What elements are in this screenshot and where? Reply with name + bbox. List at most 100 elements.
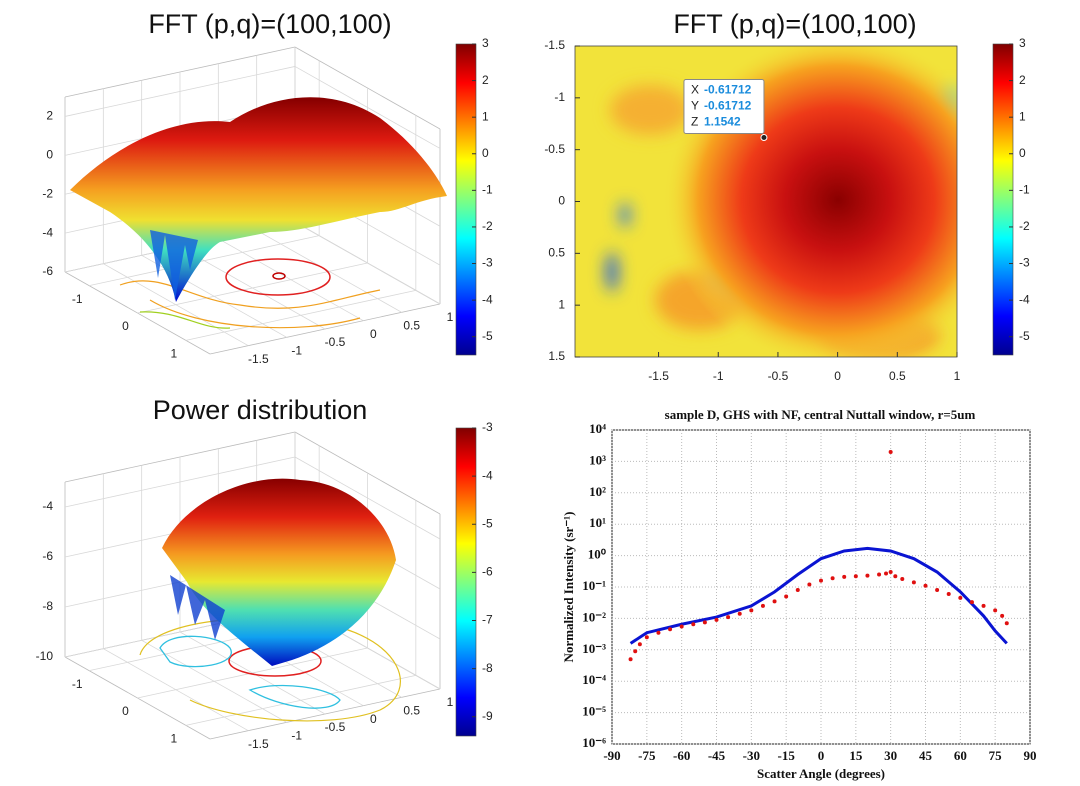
data-point [884, 571, 889, 576]
chart-title: sample D, GHS with NF, central Nuttall w… [665, 407, 976, 422]
grid-line [179, 246, 326, 330]
x-tick-label: 1 [170, 347, 177, 361]
colorbar-tick-label: -4 [482, 468, 493, 482]
y-tick-label: 10⁴ [589, 421, 606, 436]
data-point [726, 615, 731, 620]
colorbar-tick-label: -3 [482, 256, 493, 270]
x-tick-label: 0 [122, 319, 129, 333]
y-tick-label: 10⁻⁶ [582, 735, 606, 750]
y-tick-label: 0.5 [403, 319, 420, 333]
colorbar-tick-label: 0 [1019, 146, 1026, 160]
y-tick-label: 1.5 [548, 349, 565, 363]
x-tick-label: -1 [72, 677, 83, 691]
y-tick-label: 10² [589, 484, 606, 499]
colorbar-tick-label: -2 [1019, 219, 1030, 233]
x-tick-label: -0.5 [768, 369, 789, 383]
x-tick-label: 1 [954, 369, 961, 383]
colorbar-tick-label: -5 [1019, 329, 1030, 343]
colorbar-tick-label: 1 [1019, 109, 1026, 123]
y-tick-label: 1 [558, 297, 565, 311]
contour [139, 617, 401, 722]
data-point [637, 642, 642, 647]
data-point [958, 595, 963, 600]
z-tick-label: 0 [46, 148, 53, 162]
data-point [853, 574, 858, 579]
data-point [795, 588, 800, 593]
data-point [993, 608, 998, 613]
surface-spike [170, 575, 225, 640]
data-point [946, 591, 951, 596]
x-tick-label: 60 [954, 748, 967, 763]
heatmap-field [575, 46, 957, 357]
heatmap-blob [610, 85, 690, 135]
y-tick-label: -1 [291, 344, 302, 358]
datatip-label: Z [691, 115, 698, 129]
z-tick-label: -8 [42, 599, 53, 613]
data-point [679, 624, 684, 629]
y-tick-label: 1 [447, 310, 454, 324]
surface-spike [150, 230, 198, 300]
y-tick-label: 0.5 [548, 246, 565, 260]
z-tick-label: -2 [42, 186, 53, 200]
y-tick-label: 10³ [589, 452, 606, 467]
x-tick-label: 0 [122, 704, 129, 718]
data-point [893, 574, 898, 579]
y-tick-label: 10⁻¹ [582, 578, 606, 593]
y-axis-label: Normalized Intensity (sr⁻¹) [561, 512, 576, 663]
chart-title: FFT (p,q)=(100,100) [673, 9, 916, 39]
data-point [668, 627, 673, 632]
y-tick-label: -1.5 [248, 737, 269, 751]
heatmap-blob [606, 252, 618, 292]
z-tick-label: -6 [42, 549, 53, 563]
data-point [935, 588, 940, 593]
data-point [772, 599, 777, 604]
data-point [691, 622, 696, 627]
grid-line [141, 639, 287, 723]
data-point [865, 573, 870, 578]
y-tick-label: 10⁻² [582, 609, 606, 624]
x-tick-label: -90 [603, 748, 620, 763]
grid-line [179, 631, 326, 715]
y-tick-label: 0 [370, 327, 377, 341]
data-point [737, 611, 742, 616]
surface-decoration [70, 46, 957, 722]
datatip-value: 1.1542 [704, 115, 741, 129]
contour [159, 635, 341, 709]
colorbar-tick-label: -2 [482, 219, 493, 233]
data-point [888, 449, 893, 454]
data-point [714, 617, 719, 622]
surface [162, 478, 396, 666]
colorbar-tick-label: -1 [482, 183, 493, 197]
y-tick-label: 0.5 [403, 704, 420, 718]
data-point [807, 582, 812, 587]
grid-line [103, 648, 249, 732]
data-point [923, 583, 928, 588]
data-point [749, 608, 754, 613]
colorbar-tick-label: 2 [482, 73, 489, 87]
x-tick-label: -60 [673, 748, 690, 763]
x-tick-label: 75 [989, 748, 1003, 763]
y-tick-label: -1 [554, 90, 565, 104]
datatip-box [683, 79, 765, 135]
y-tick-label: -0.5 [325, 720, 346, 734]
x-axis-label: Scatter Angle (degrees) [757, 766, 885, 781]
heatmap-blob [620, 203, 630, 227]
colorbar-tick-label: -7 [482, 613, 493, 627]
z-tick-label: -10 [36, 649, 54, 663]
data-point [911, 580, 916, 585]
y-tick-label: 10¹ [589, 515, 606, 530]
colorbar-tick-label: 0 [482, 146, 489, 160]
y-tick-label: 10⁻³ [582, 641, 606, 656]
x-tick-label: 30 [884, 748, 897, 763]
grid-line [103, 263, 249, 347]
y-tick-label: 10⁻⁴ [582, 672, 606, 687]
contour [272, 272, 286, 280]
data-point [656, 630, 661, 635]
chart-title: FFT (p,q)=(100,100) [148, 9, 391, 39]
x-tick-label: 0.5 [889, 369, 906, 383]
colorbar-tick-label: -3 [482, 420, 493, 434]
data-point [1000, 613, 1005, 618]
y-tick-label: 0 [558, 194, 565, 208]
grid-line [294, 221, 441, 305]
